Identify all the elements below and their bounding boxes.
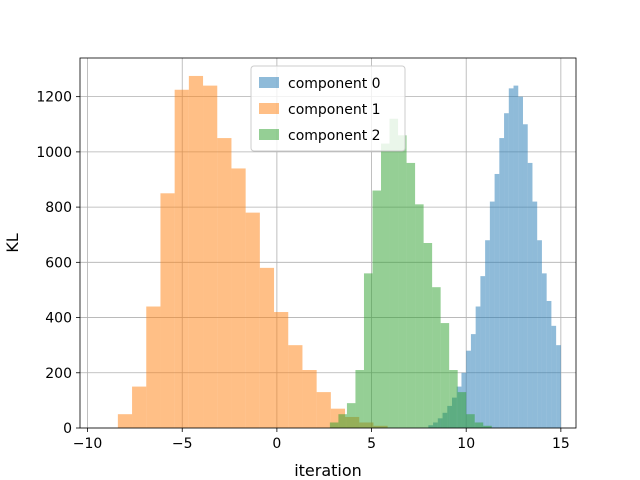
histogram-bar: [470, 334, 476, 428]
histogram-bar: [537, 240, 542, 428]
histogram-bar: [203, 85, 218, 428]
histogram-bar: [522, 124, 528, 429]
y-tick-label: 0: [63, 421, 72, 437]
histogram-bar: [217, 138, 232, 428]
legend-swatch: [259, 103, 279, 114]
y-axis-ticks: 0 200 400 600 800 1000 1200: [36, 90, 80, 437]
y-tick-label: 800: [45, 200, 72, 216]
legend-label: component 0: [288, 76, 381, 92]
histogram-bar: [389, 118, 399, 428]
y-tick-label: 1000: [36, 145, 72, 161]
histogram-bar: [504, 113, 509, 428]
histogram-bar: [423, 243, 433, 428]
y-tick-label: 400: [45, 311, 72, 327]
histogram-bar: [449, 370, 458, 428]
histogram-bar: [546, 300, 552, 428]
histogram-bar: [466, 414, 475, 428]
x-axis-ticks: −10 −5 0 5 10 15: [73, 428, 570, 452]
x-tick-label: 5: [367, 436, 376, 452]
y-tick-label: 1200: [36, 90, 72, 106]
plot-frame: [79, 57, 577, 429]
histogram-bar: [398, 135, 407, 429]
histogram-bar: [146, 306, 161, 428]
legend-label: component 1: [288, 102, 381, 118]
legend: component 0 component 1 component 2: [250, 65, 406, 152]
legend-box: [250, 65, 406, 152]
histogram-bar: [259, 267, 275, 428]
histogram-bar: [494, 173, 500, 428]
histogram-bar: [513, 85, 519, 428]
histogram-bar: [527, 162, 533, 429]
y-tick-label: 600: [45, 255, 72, 271]
histogram-bar: [440, 323, 450, 428]
histogram-bar: [338, 414, 347, 428]
histogram-bar: [518, 96, 523, 429]
histogram-bar: [532, 201, 538, 428]
histogram-bar: [406, 162, 416, 429]
histogram-bar: [432, 287, 441, 428]
histogram-bar: [499, 138, 505, 428]
legend-label: component 2: [288, 128, 381, 144]
histogram-bar: [188, 75, 204, 429]
histogram-bar: [474, 422, 484, 428]
histogram-bar: [475, 306, 481, 428]
histogram-bar: [132, 386, 147, 428]
histogram-bar: [274, 312, 289, 428]
series-1-bars: [117, 75, 388, 429]
histogram-bar: [117, 414, 133, 428]
histogram-bar: [480, 276, 486, 428]
histogram-bars: [117, 75, 561, 429]
series-2-bars: [329, 118, 492, 429]
histogram-bar: [231, 168, 246, 428]
histogram-bar: [489, 201, 495, 428]
histogram-bar: [541, 273, 547, 428]
histogram-bar: [381, 143, 390, 428]
x-tick-label: −5: [172, 436, 193, 452]
histogram-bar: [483, 425, 492, 428]
histogram-bar: [316, 392, 331, 428]
histogram-bar: [551, 325, 557, 428]
histogram-bar: [355, 370, 364, 428]
histogram-bar: [485, 240, 490, 428]
histogram-bar: [415, 204, 424, 428]
histogram-bar: [556, 345, 561, 428]
legend-swatch: [259, 129, 279, 140]
x-tick-label: 15: [552, 436, 570, 452]
histogram-bar: [174, 89, 189, 429]
y-tick-label: 200: [45, 366, 72, 382]
x-tick-label: −10: [73, 436, 103, 452]
histogram-bar: [372, 190, 382, 428]
x-tick-label: 10: [457, 436, 475, 452]
histogram-bar: [363, 273, 373, 428]
y-axis-label: KL: [3, 233, 22, 252]
histogram-bar: [346, 403, 356, 428]
histogram-bar: [329, 422, 339, 428]
histogram-bar: [302, 370, 317, 428]
x-tick-label: 0: [272, 436, 281, 452]
histogram-bar: [288, 345, 303, 428]
legend-swatch: [259, 77, 279, 88]
histogram-bar: [508, 88, 514, 428]
histogram-bar: [160, 193, 175, 428]
histogram-bar: [466, 350, 471, 428]
histogram-bar: [245, 212, 260, 428]
histogram-bar: [457, 392, 467, 428]
x-axis-label: iteration: [294, 461, 362, 480]
